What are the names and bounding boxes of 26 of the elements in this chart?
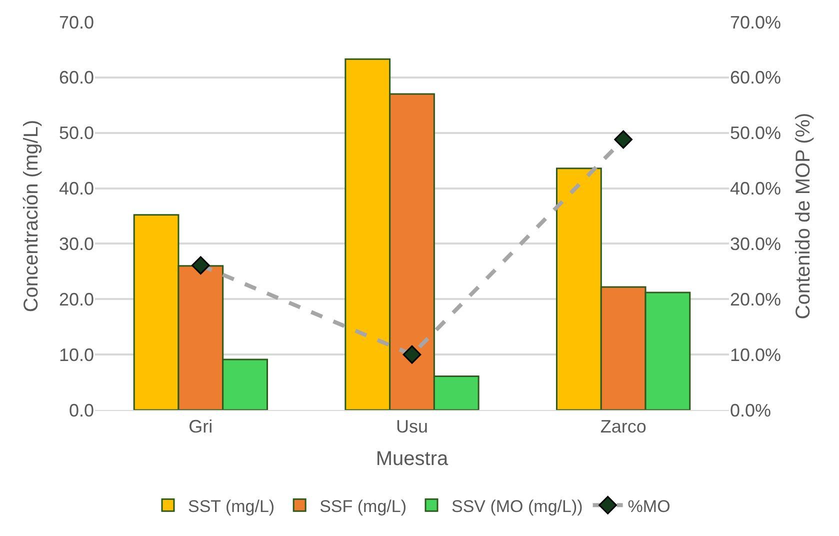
legend-label: SSV (MO (mg/L)) <box>452 496 583 516</box>
y-axis-title: Concentración (mg/L) <box>20 120 42 312</box>
y2-axis-title: Contenido de MOP (%) <box>792 112 815 320</box>
y-tick-label: 60.0 <box>58 68 94 88</box>
legend-label: SST (mg/L) <box>188 496 275 516</box>
y-tick-label: 0.0 <box>68 400 94 420</box>
y-tick-label: 20.0 <box>58 289 94 310</box>
x-tick-label: Zarco <box>600 416 646 437</box>
y2-tick-label: 40.0% <box>730 178 782 199</box>
y2-tick-label: 50.0% <box>730 123 782 144</box>
x-tick-label: Gri <box>188 416 213 437</box>
legend-label: SSF (mg/L) <box>320 496 406 516</box>
y-tick-label: 10.0 <box>58 344 94 365</box>
y2-tick-label: 0.0% <box>730 400 772 420</box>
y-tick-label: 50.0 <box>58 123 94 144</box>
y2-tick-label: 60.0% <box>730 68 782 88</box>
y-tick-label: 40.0 <box>58 178 94 199</box>
x-tick-label: Usu <box>396 416 428 437</box>
y-tick-label: 30.0 <box>58 234 94 254</box>
y-tick-label: 70.0 <box>58 12 94 32</box>
y2-tick-label: 30.0% <box>730 234 782 254</box>
y2-tick-label: 70.0% <box>730 12 782 32</box>
legend-label: %MO <box>628 496 670 516</box>
y2-tick-label: 10.0% <box>730 344 782 365</box>
x-axis-title: Muestra <box>376 448 449 470</box>
y2-tick-label: 20.0% <box>730 289 782 310</box>
